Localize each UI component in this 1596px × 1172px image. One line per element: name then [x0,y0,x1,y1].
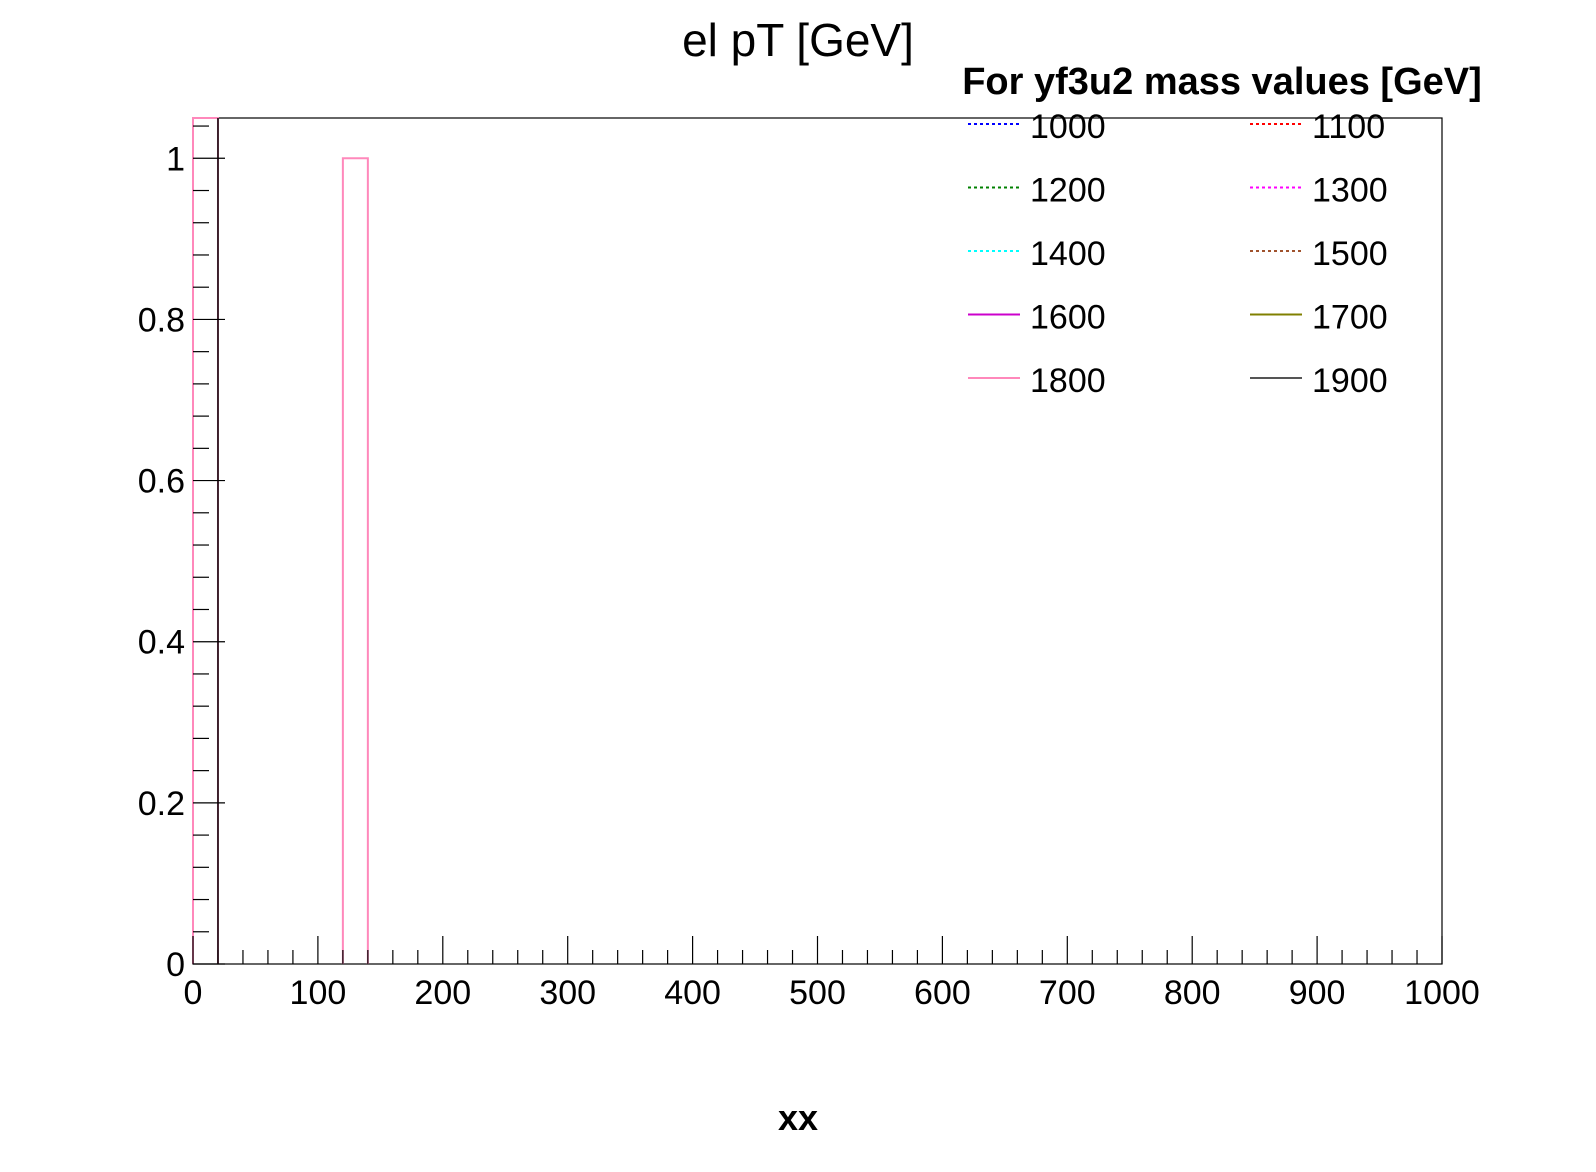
legend-entry-1800: 1800 [968,362,1106,400]
y-tick-label: 1 [166,140,185,178]
legend-label: 1800 [1030,362,1106,400]
y-tick-label: 0 [166,946,185,984]
legend-entry-1300: 1300 [1250,172,1388,210]
legend-label: 1400 [1030,235,1106,273]
legend-entry-1000: 1000 [968,108,1106,146]
x-axis: 0 100 200 300 400 500 600 700 800 900 1000 [184,936,1480,1012]
y-tick-label: 0.4 [138,624,185,662]
legend-label: 1900 [1312,362,1388,400]
legend-entry-1600: 1600 [968,299,1106,337]
x-tick-label: 300 [539,974,596,1012]
legend-label: 1500 [1312,235,1388,273]
legend: For yf3u2 mass values [GeV] 1000 1100 1200… [962,61,1482,400]
legend-label: 1000 [1030,108,1106,146]
legend-entry-1700: 1700 [1250,299,1388,337]
legend-label: 1200 [1030,172,1106,210]
x-tick-label: 1000 [1404,974,1480,1012]
x-tick-label: 800 [1164,974,1221,1012]
y-tick-label: 0.2 [138,785,185,823]
y-tick-label: 0.6 [138,463,185,501]
legend-label: 1300 [1312,172,1388,210]
x-tick-label: 400 [664,974,721,1012]
x-tick-label: 700 [1039,974,1096,1012]
x-tick-label: 900 [1289,974,1346,1012]
legend-title: For yf3u2 mass values [GeV] [962,61,1482,103]
legend-entry-1500: 1500 [1250,235,1388,273]
legend-label: 1100 [1312,108,1385,146]
histogram-series-1800 [192,117,369,964]
legend-label: 1700 [1312,299,1388,337]
y-tick-label: 0.8 [138,301,185,339]
x-tick-label: 100 [290,974,347,1012]
plot-frame [192,117,1443,965]
chart-title: el pT [GeV] [682,14,914,66]
x-tick-label: 500 [789,974,846,1012]
legend-label: 1600 [1030,299,1106,337]
y-axis: 0 0.2 0.4 0.6 0.8 1 [138,125,225,984]
legend-entry-1400: 1400 [968,235,1106,273]
legend-entry-1100: 1100 [1250,108,1385,146]
plot-area: 0 100 200 300 400 500 600 700 800 900 1000 0 0.2 0.4… [138,117,1480,1012]
x-tick-label: 200 [414,974,471,1012]
legend-entry-1200: 1200 [968,172,1106,210]
legend-entries: 1000 1100 1200 1300 1400 1500 1600 1700 1800 1900 [968,108,1388,400]
x-tick-label: 600 [914,974,971,1012]
legend-entry-1900: 1900 [1250,362,1388,400]
x-tick-label: 0 [184,974,203,1012]
histogram-bars [192,117,369,964]
x-axis-label: xx [778,1097,818,1138]
